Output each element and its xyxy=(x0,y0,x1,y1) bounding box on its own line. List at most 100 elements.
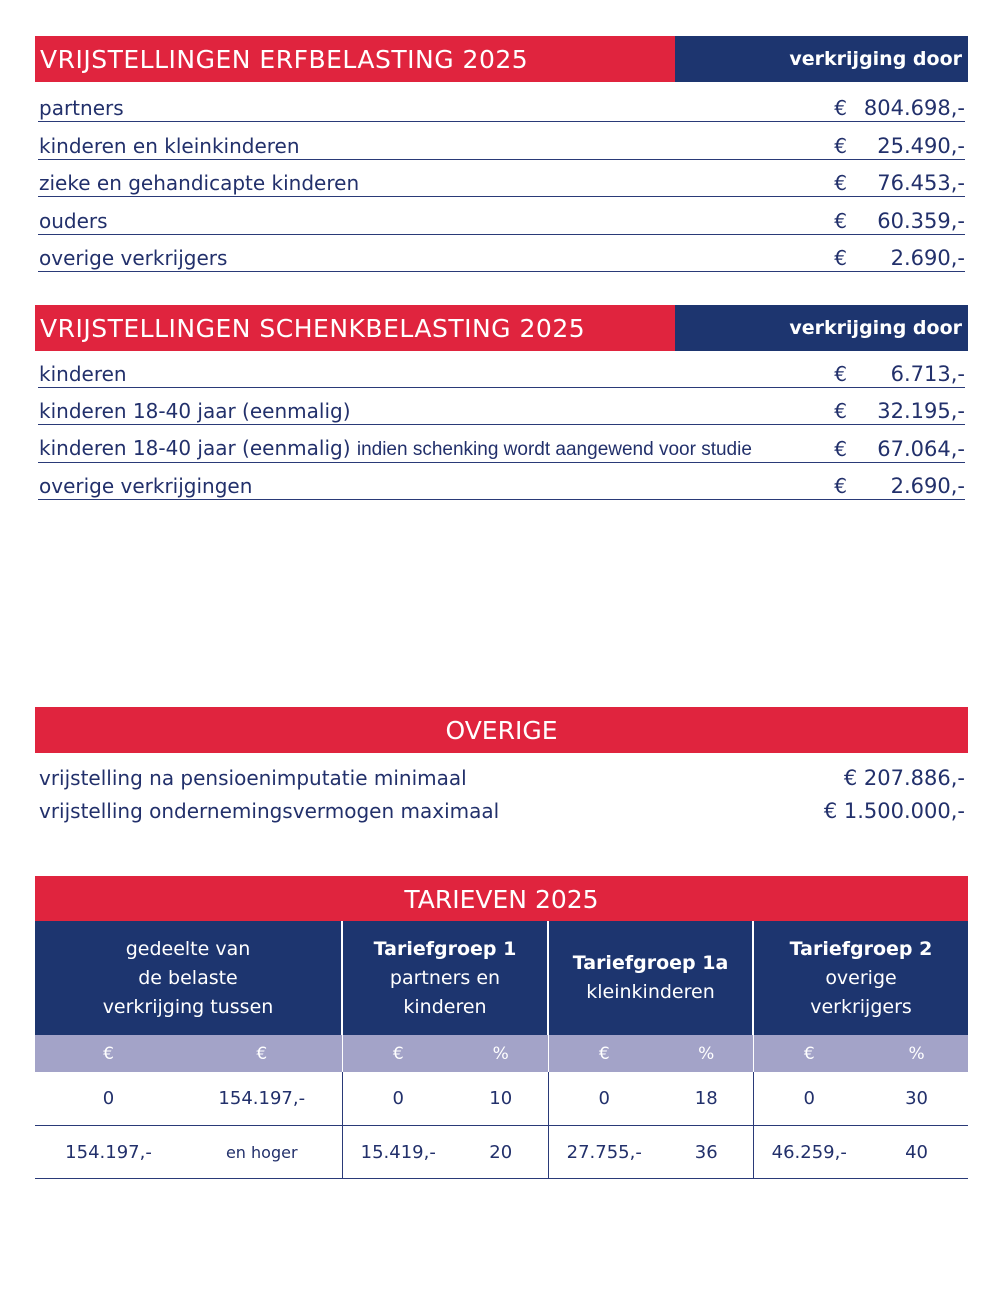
schenk-title: VRIJSTELLINGEN SCHENKBELASTING 2025 xyxy=(35,305,675,351)
tarieven-column-header: gedeelte van de belaste verkrijging tussen xyxy=(35,921,342,1035)
schenk-value: 2.690,- xyxy=(890,473,965,498)
euro-sign: € xyxy=(834,436,847,461)
schenk-label: kinderen 18-40 jaar (eenmalig) xyxy=(39,399,351,423)
subheader-cell: % xyxy=(865,1035,969,1072)
subheader-cell: % xyxy=(660,1035,754,1072)
tarieven-column-header: Tariefgroep 2 overige verkrijgers xyxy=(752,921,969,1035)
erf-value: 804.698,- xyxy=(863,96,965,120)
euro-sign: € xyxy=(834,362,847,386)
schenk-row: kinderen € 6.713,- xyxy=(38,350,965,388)
schenk-label: kinderen xyxy=(39,362,127,386)
overige-label: vrijstelling na pensioenimputatie minima… xyxy=(39,766,467,790)
label-text: kinderen en kleinkinderen xyxy=(39,133,300,158)
erf-label: kinderen en kleinkinderen xyxy=(39,134,300,158)
schenk-value: 32.195,- xyxy=(877,399,965,424)
table-cell: 15.419,- xyxy=(341,1125,454,1179)
header-line: partners en xyxy=(389,966,501,989)
tarieven-column-header: Tariefgroep 1 partners en kinderen xyxy=(341,921,548,1035)
table-row: 0 154.197,- 0 10 0 18 0 30 xyxy=(35,1072,969,1126)
erf-row: zieke en gehandicapte kinderen € 76.453,… xyxy=(38,159,965,197)
table-cell: 30 xyxy=(865,1072,969,1126)
euro-sign: € xyxy=(834,171,847,195)
header-line: verkrijgers xyxy=(810,995,912,1018)
label-text: zieke en gehandicapte kinderen xyxy=(39,171,360,195)
header-group: Tariefgroep 1a xyxy=(572,952,729,974)
table-cell: 20 xyxy=(454,1125,548,1179)
subheader-cell: € xyxy=(182,1035,342,1072)
table-cell: 46.259,- xyxy=(752,1125,866,1179)
table-cell: 0 xyxy=(752,1072,866,1126)
label-text: overige verkrijgingen xyxy=(39,473,253,498)
euro-sign: € xyxy=(834,208,847,233)
euro-sign: € xyxy=(834,246,847,270)
erf-row: ouders € 60.359,- xyxy=(38,197,965,235)
tarieven-subheader-row: € € €% €% €% xyxy=(35,1035,969,1072)
table-cell: 154.197,- xyxy=(182,1072,342,1126)
subheader-cell: % xyxy=(454,1035,548,1072)
header-line: verkrijging tussen xyxy=(102,995,274,1018)
schenk-column-label: verkrijging door xyxy=(675,305,968,351)
header-group: Tariefgroep 1 xyxy=(373,937,517,960)
label-text: partners xyxy=(39,96,124,120)
schenk-row: kinderen 18-40 jaar (eenmalig) indien sc… xyxy=(38,425,965,463)
erf-value: 76.453,- xyxy=(877,171,965,195)
schenk-header: VRIJSTELLINGEN SCHENKBELASTING 2025 verk… xyxy=(35,305,968,351)
overige-value: € 207.886,- xyxy=(843,766,965,790)
erf-value: 60.359,- xyxy=(877,208,965,233)
table-cell: 154.197,- xyxy=(35,1125,182,1179)
overige-label: vrijstelling ondernemingsvermogen maxima… xyxy=(39,799,500,823)
label-text: kinderen 18-40 jaar (eenmalig) xyxy=(39,399,351,424)
table-cell: 0 xyxy=(35,1072,182,1126)
label-text: overige verkrijgers xyxy=(39,246,228,270)
tarieven-title: TARIEVEN 2025 xyxy=(35,876,968,922)
erf-title: VRIJSTELLINGEN ERFBELASTING 2025 xyxy=(35,36,675,82)
erf-column-label: verkrijging door xyxy=(675,36,968,82)
header-line: overige xyxy=(825,966,897,989)
schenk-value: 67.064,- xyxy=(877,436,965,461)
table-cell: en hoger xyxy=(182,1125,342,1179)
label-text: ouders xyxy=(39,208,108,233)
erf-label: ouders xyxy=(39,209,108,233)
erf-label: partners xyxy=(39,96,124,120)
table-cell: 0 xyxy=(341,1072,454,1126)
erf-value: 25.490,- xyxy=(877,133,965,158)
table-row: 154.197,- en hoger 15.419,- 20 27.755,- 36 46.… xyxy=(35,1125,969,1179)
schenk-row: kinderen 18-40 jaar (eenmalig) € 32.195,… xyxy=(38,387,965,426)
schenk-row: overige verkrijgingen € 2.690,- xyxy=(38,462,965,500)
tarieven-table: gedeelte van de belaste verkrijging tussen… xyxy=(35,921,969,1179)
erf-value: 2.690,- xyxy=(890,246,965,270)
header-line: kleinkinderen xyxy=(586,981,715,1003)
subheader-cell: € xyxy=(752,1035,866,1072)
schenk-label: kinderen 18-40 jaar (eenmalig) indien sc… xyxy=(39,436,752,461)
euro-sign: € xyxy=(834,133,847,158)
table-cell: 40 xyxy=(865,1125,969,1179)
erf-label: overige verkrijgers xyxy=(39,246,227,270)
header-line: kinderen xyxy=(403,995,487,1018)
euro-sign: € xyxy=(834,473,847,498)
header-group: Tariefgroep 2 xyxy=(789,937,933,960)
overige-row: vrijstelling na pensioenimputatie minima… xyxy=(39,766,965,790)
header-line: gedeelte van xyxy=(125,937,251,960)
subheader-cell: € xyxy=(35,1035,182,1072)
table-cell: 0 xyxy=(547,1072,660,1126)
schenk-note: indien schenking wordt aangewend voor st… xyxy=(356,438,752,460)
label-text: kinderen 18-40 jaar (eenmalig) xyxy=(39,435,351,460)
schenk-label: overige verkrijgingen xyxy=(39,474,252,498)
table-cell: 36 xyxy=(660,1125,754,1179)
erf-label: zieke en gehandicapte kinderen xyxy=(39,171,359,195)
overige-title: OVERIGE xyxy=(35,707,968,753)
overige-row: vrijstelling ondernemingsvermogen maxima… xyxy=(39,799,965,823)
erf-row: overige verkrijgers € 2.690,- xyxy=(38,234,965,272)
overige-value: € 1.500.000,- xyxy=(823,799,965,823)
erf-row: partners € 804.698,- xyxy=(38,84,965,122)
header-line: de belaste xyxy=(138,966,238,989)
label-text: kinderen xyxy=(39,362,127,386)
table-cell: 27.755,- xyxy=(547,1125,660,1179)
subheader-cell: € xyxy=(547,1035,660,1072)
schenk-value: 6.713,- xyxy=(890,362,965,386)
erf-header: VRIJSTELLINGEN ERFBELASTING 2025 verkrij… xyxy=(35,36,968,82)
subheader-cell: € xyxy=(341,1035,454,1072)
erf-row: kinderen en kleinkinderen € 25.490,- xyxy=(38,122,965,160)
tarieven-column-header: Tariefgroep 1a kleinkinderen xyxy=(546,921,754,1035)
